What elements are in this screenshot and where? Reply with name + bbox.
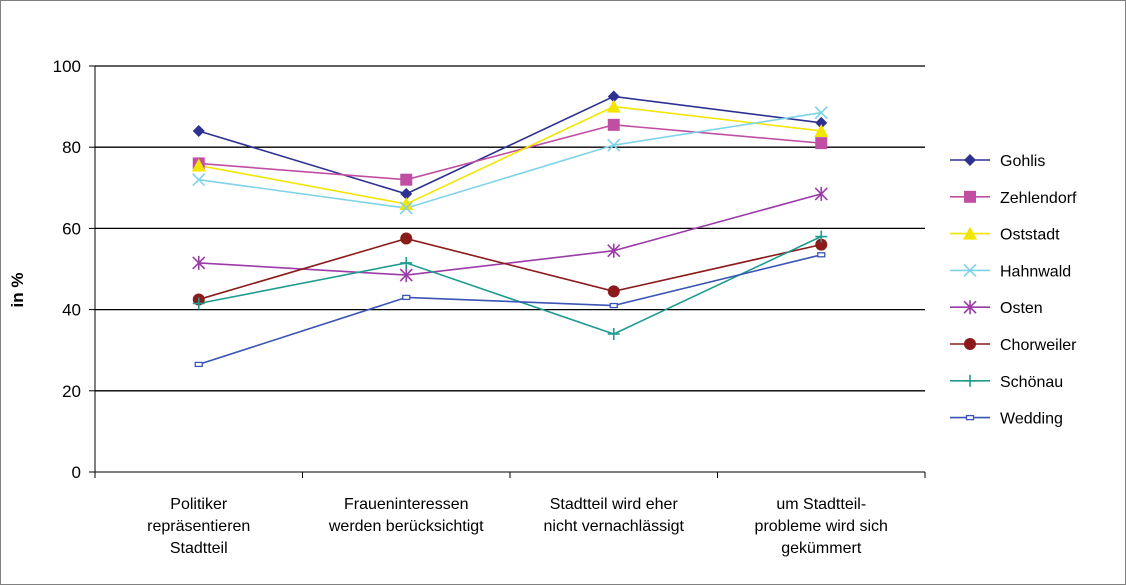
legend-marker [963,226,977,240]
data-point-osten [192,255,206,270]
y-tick-label: 20 [62,382,81,401]
data-point-schönau [815,230,828,243]
legend-item-zehlendorf: Zehlendorf [950,190,1077,207]
legend-item-wedding: Wedding [950,411,1063,428]
data-point-hahnwald [814,106,828,120]
legend-label: Hahnwald [1000,263,1071,280]
data-point-zehlendorf [400,173,413,186]
data-point-gohlis [400,187,413,200]
series-markers [191,90,829,368]
y-tick-label: 60 [62,219,81,238]
data-point-hahnwald [192,173,206,187]
series-line-wedding [198,254,822,366]
axes [89,65,926,478]
legend-label: Chorweiler [1000,337,1077,354]
data-point-osten [399,268,413,283]
legend-label: Wedding [1000,411,1063,428]
legend-item-chorweiler: Chorweiler [950,337,1077,354]
legend-item-oststadt: Oststadt [950,226,1060,244]
data-point-chorweiler [607,285,620,298]
data-point-wedding [817,252,826,258]
data-point-gohlis [815,116,828,129]
legend-label: Oststadt [1000,227,1060,244]
data-point-osten [814,186,828,201]
y-axis-label: in % [8,273,27,308]
data-point-osten [607,243,621,258]
data-point-hahnwald [607,138,621,152]
legend-marker [964,154,976,166]
legend-label: Osten [1000,300,1043,317]
y-tick-label: 80 [62,138,81,157]
series-line-zehlendorf [198,124,822,181]
x-category-label: Stadtteil wird eher nicht vernachlässigt [543,496,684,535]
legend-marker [963,263,977,277]
series-line-osten [198,193,822,276]
legend-item-schönau: Schönau [950,374,1063,391]
legend-item-hahnwald: Hahnwald [950,263,1071,280]
legend-marker [964,338,976,350]
data-point-oststadt [399,197,414,211]
data-point-gohlis [192,124,205,137]
data-point-oststadt [606,99,621,113]
data-point-chorweiler [400,232,413,245]
series-line-schönau [198,235,822,335]
legend-label: Gohlis [1000,153,1045,170]
legend-marker [963,300,977,315]
series-line-gohlis [198,95,822,195]
data-point-wedding [194,361,203,368]
legend-marker [965,414,975,421]
data-point-gohlis [607,90,620,103]
series-line-oststadt [198,105,822,205]
data-point-oststadt [814,123,829,137]
data-point-schönau [607,327,620,340]
legend-marker [964,190,976,203]
legend-label: Zehlendorf [1000,190,1077,207]
series-line-hahnwald [198,111,822,209]
legend-item-osten: Osten [950,300,1043,317]
legend-marker [964,374,976,387]
data-point-chorweiler [815,238,828,251]
series-line-chorweiler [198,237,822,301]
series-lines [198,95,822,366]
y-tick-label: 40 [62,301,81,320]
x-category-label: um Stadtteil-probleme wird sich gekümmert [755,496,888,557]
x-category-labels: Politiker repräsentieren Stadtteil Frauenin… [147,496,888,557]
legend-item-gohlis: Gohlis [950,153,1045,170]
data-point-hahnwald [399,201,413,215]
y-tick-labels: 0 20 40 60 80 100 [53,57,81,482]
data-point-zehlendorf [815,137,828,150]
data-point-schönau [400,256,413,269]
gridlines [95,65,925,392]
data-point-oststadt [191,158,206,172]
y-tick-label: 100 [53,57,81,76]
data-point-wedding [402,294,411,301]
x-category-label: Politiker repräsentieren Stadtteil [147,496,250,557]
legend-label: Schönau [1000,374,1063,391]
data-point-zehlendorf [607,118,620,131]
x-category-label: Fraueninteressen werden berücksichtigt [328,496,484,535]
legend: Gohlis Zehlendorf Oststadt Hahnwald Osten Cho… [950,153,1077,428]
y-tick-label: 0 [72,463,81,482]
data-point-wedding [609,302,618,309]
data-point-schönau [192,297,205,310]
